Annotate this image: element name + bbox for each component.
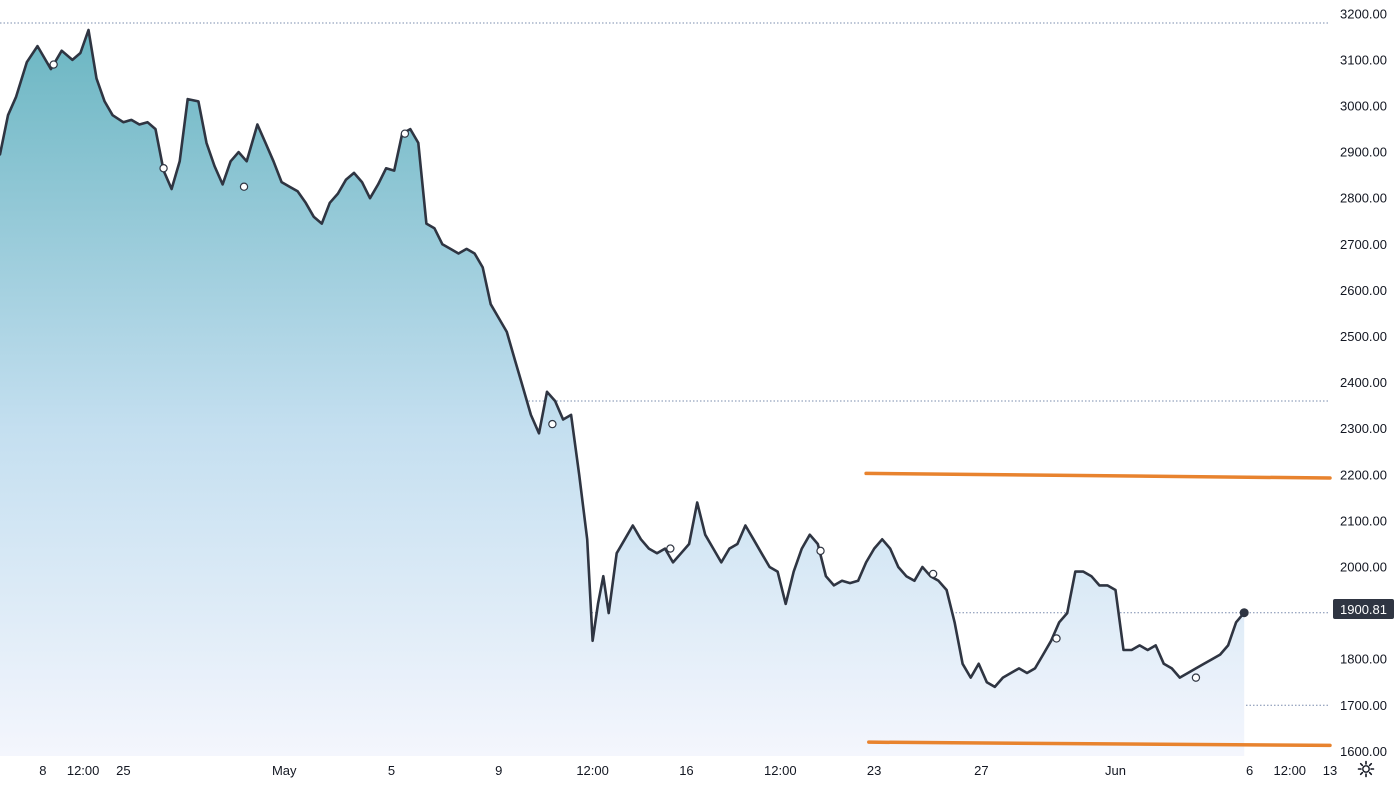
x-tick-label: May <box>272 763 297 778</box>
event-marker <box>816 546 825 556</box>
y-tick-label: 2700.00 <box>1340 237 1387 252</box>
price-area-fill <box>0 30 1245 756</box>
x-tick-label: 12:00 <box>1274 763 1307 778</box>
event-marker <box>548 419 557 429</box>
x-tick-label: 5 <box>388 763 395 778</box>
y-axis: 3200.00 3100.00 3000.00 2900.00 2800.00 2700.… <box>1340 6 1387 759</box>
last-price-tag-label: 1900.81 <box>1340 602 1387 617</box>
y-tick-label: 2400.00 <box>1340 375 1387 390</box>
y-tick-label: 1600.00 <box>1340 744 1387 759</box>
x-tick-label: 25 <box>116 763 130 778</box>
x-tick-label: 8 <box>39 763 46 778</box>
event-marker <box>928 569 938 579</box>
y-tick-label: 2100.00 <box>1340 513 1387 528</box>
x-tick-label: 6 <box>1246 763 1253 778</box>
x-tick-label: 27 <box>974 763 988 778</box>
last-price-tag-background <box>1333 599 1394 619</box>
y-tick-label: 2600.00 <box>1340 283 1387 298</box>
x-tick-label: 16 <box>679 763 693 778</box>
trend-line[interactable] <box>867 740 1332 748</box>
x-tick-label: 23 <box>867 763 881 778</box>
trend-line[interactable] <box>864 471 1332 480</box>
x-tick-label: 9 <box>495 763 502 778</box>
trend-lines[interactable] <box>864 471 1332 748</box>
event-marker <box>239 182 249 191</box>
x-tick-label: 12:00 <box>764 763 797 778</box>
event-marker <box>400 129 410 138</box>
price-line-layer <box>0 28 1249 689</box>
last-price-tag: 1900.81 <box>1333 599 1394 619</box>
y-tick-label: 1800.00 <box>1340 652 1387 667</box>
y-tick-label: 2800.00 <box>1340 191 1387 206</box>
y-tick-label: 2300.00 <box>1340 421 1387 436</box>
event-markers <box>49 60 1201 682</box>
x-tick-label: 12:00 <box>67 763 100 778</box>
gear-icon[interactable] <box>1357 760 1375 778</box>
y-tick-label: 2000.00 <box>1340 560 1387 575</box>
settings-button[interactable] <box>1352 755 1380 783</box>
event-marker <box>1052 634 1061 643</box>
x-axis: 8 12:00 25 May 5 9 12:00 16 12:00 23 27 Jun 6 12:00 13 <box>39 763 1337 778</box>
area-fill-layer <box>0 30 1245 756</box>
event-marker <box>1191 673 1201 682</box>
y-tick-label: 2200.00 <box>1340 467 1387 482</box>
x-tick-label: 13 <box>1323 763 1337 778</box>
y-tick-label: 3000.00 <box>1340 99 1387 114</box>
x-tick-label: Jun <box>1105 763 1126 778</box>
event-marker <box>666 544 675 553</box>
y-tick-label: 3200.00 <box>1340 6 1387 21</box>
event-marker <box>159 164 168 173</box>
y-tick-label: 2500.00 <box>1340 329 1387 344</box>
event-marker <box>49 60 58 69</box>
y-tick-label: 1700.00 <box>1340 698 1387 713</box>
y-tick-label: 2900.00 <box>1340 145 1387 160</box>
y-tick-label: 3100.00 <box>1340 52 1387 67</box>
x-tick-label: 12:00 <box>576 763 609 778</box>
price-line <box>0 28 1246 689</box>
last-price-dot <box>1239 608 1249 618</box>
